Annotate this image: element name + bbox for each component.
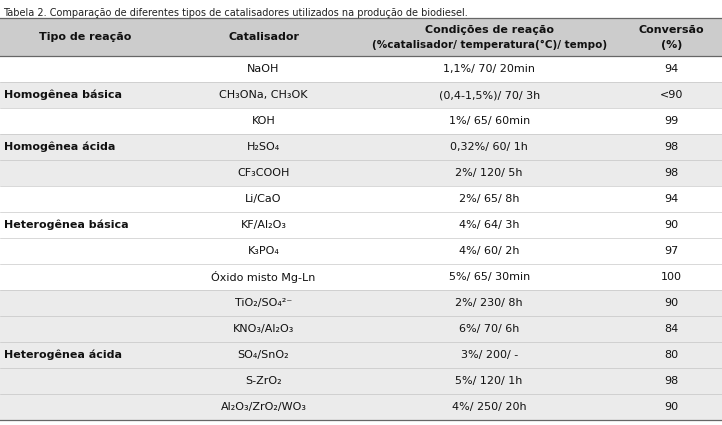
Text: <90: <90 xyxy=(660,90,683,100)
Text: 100: 100 xyxy=(661,272,682,282)
Text: (%catalisador/ temperatura(°C)/ tempo): (%catalisador/ temperatura(°C)/ tempo) xyxy=(372,40,606,50)
Text: 1%/ 65/ 60min: 1%/ 65/ 60min xyxy=(448,116,530,126)
Text: NaOH: NaOH xyxy=(248,64,279,74)
Text: Homogênea ácida: Homogênea ácida xyxy=(4,142,116,152)
Text: 80: 80 xyxy=(664,350,679,360)
Bar xyxy=(0,134,722,160)
Bar xyxy=(0,108,722,134)
Text: Condições de reação: Condições de reação xyxy=(425,25,554,35)
Text: Catalisador: Catalisador xyxy=(228,32,299,42)
Text: 90: 90 xyxy=(664,220,679,230)
Text: 94: 94 xyxy=(664,64,679,74)
Text: 90: 90 xyxy=(664,298,679,308)
Bar xyxy=(0,82,722,108)
Text: Tabela 2. Comparação de diferentes tipos de catalisadores utilizados na produção: Tabela 2. Comparação de diferentes tipos… xyxy=(3,8,468,18)
Text: 3%/ 200/ -: 3%/ 200/ - xyxy=(461,350,518,360)
Bar xyxy=(0,290,722,316)
Bar xyxy=(0,56,722,82)
Text: Homogênea básica: Homogênea básica xyxy=(4,90,122,100)
Bar xyxy=(0,212,722,238)
Text: 5%/ 120/ 1h: 5%/ 120/ 1h xyxy=(456,376,523,386)
Text: 84: 84 xyxy=(664,324,679,334)
Text: 2%/ 230/ 8h: 2%/ 230/ 8h xyxy=(456,298,523,308)
Text: Óxido misto Mg-Ln: Óxido misto Mg-Ln xyxy=(212,271,316,283)
Bar xyxy=(0,368,722,394)
Text: H₂SO₄: H₂SO₄ xyxy=(247,142,280,152)
Text: Tipo de reação: Tipo de reação xyxy=(39,32,131,42)
Text: 2%/ 120/ 5h: 2%/ 120/ 5h xyxy=(456,168,523,178)
Text: 1,1%/ 70/ 20min: 1,1%/ 70/ 20min xyxy=(443,64,535,74)
Bar xyxy=(0,238,722,264)
Text: KF/Al₂O₃: KF/Al₂O₃ xyxy=(240,220,287,230)
Text: CF₃COOH: CF₃COOH xyxy=(238,168,290,178)
Text: KOH: KOH xyxy=(252,116,275,126)
Text: 4%/ 250/ 20h: 4%/ 250/ 20h xyxy=(452,402,526,412)
Text: 94: 94 xyxy=(664,194,679,204)
Bar xyxy=(0,342,722,368)
Text: 98: 98 xyxy=(664,376,679,386)
Bar xyxy=(0,160,722,186)
Text: 0,32%/ 60/ 1h: 0,32%/ 60/ 1h xyxy=(451,142,528,152)
Text: Conversão: Conversão xyxy=(639,25,704,35)
Bar xyxy=(0,18,722,56)
Text: 6%/ 70/ 6h: 6%/ 70/ 6h xyxy=(459,324,519,334)
Text: CH₃ONa, CH₃OK: CH₃ONa, CH₃OK xyxy=(219,90,308,100)
Bar xyxy=(0,394,722,420)
Text: 97: 97 xyxy=(664,246,679,256)
Text: KNO₃/Al₂O₃: KNO₃/Al₂O₃ xyxy=(232,324,295,334)
Text: TiO₂/SO₄²⁻: TiO₂/SO₄²⁻ xyxy=(235,298,292,308)
Text: Heterogênea ácida: Heterogênea ácida xyxy=(4,350,122,360)
Text: 98: 98 xyxy=(664,168,679,178)
Text: 4%/ 64/ 3h: 4%/ 64/ 3h xyxy=(459,220,519,230)
Text: 99: 99 xyxy=(664,116,679,126)
Text: S-ZrO₂: S-ZrO₂ xyxy=(245,376,282,386)
Text: 98: 98 xyxy=(664,142,679,152)
Text: Li/CaO: Li/CaO xyxy=(245,194,282,204)
Text: 4%/ 60/ 2h: 4%/ 60/ 2h xyxy=(459,246,519,256)
Text: K₃PO₄: K₃PO₄ xyxy=(248,246,279,256)
Text: Al₂O₃/ZrO₂/WO₃: Al₂O₃/ZrO₂/WO₃ xyxy=(220,402,307,412)
Text: 90: 90 xyxy=(664,402,679,412)
Bar xyxy=(0,186,722,212)
Text: (%): (%) xyxy=(661,40,682,50)
Bar xyxy=(0,264,722,290)
Text: SO₄/SnO₂: SO₄/SnO₂ xyxy=(238,350,290,360)
Text: (0,4-1,5%)/ 70/ 3h: (0,4-1,5%)/ 70/ 3h xyxy=(438,90,540,100)
Text: Heterogênea básica: Heterogênea básica xyxy=(4,220,129,230)
Text: 5%/ 65/ 30min: 5%/ 65/ 30min xyxy=(448,272,530,282)
Bar xyxy=(0,316,722,342)
Text: 2%/ 65/ 8h: 2%/ 65/ 8h xyxy=(459,194,519,204)
